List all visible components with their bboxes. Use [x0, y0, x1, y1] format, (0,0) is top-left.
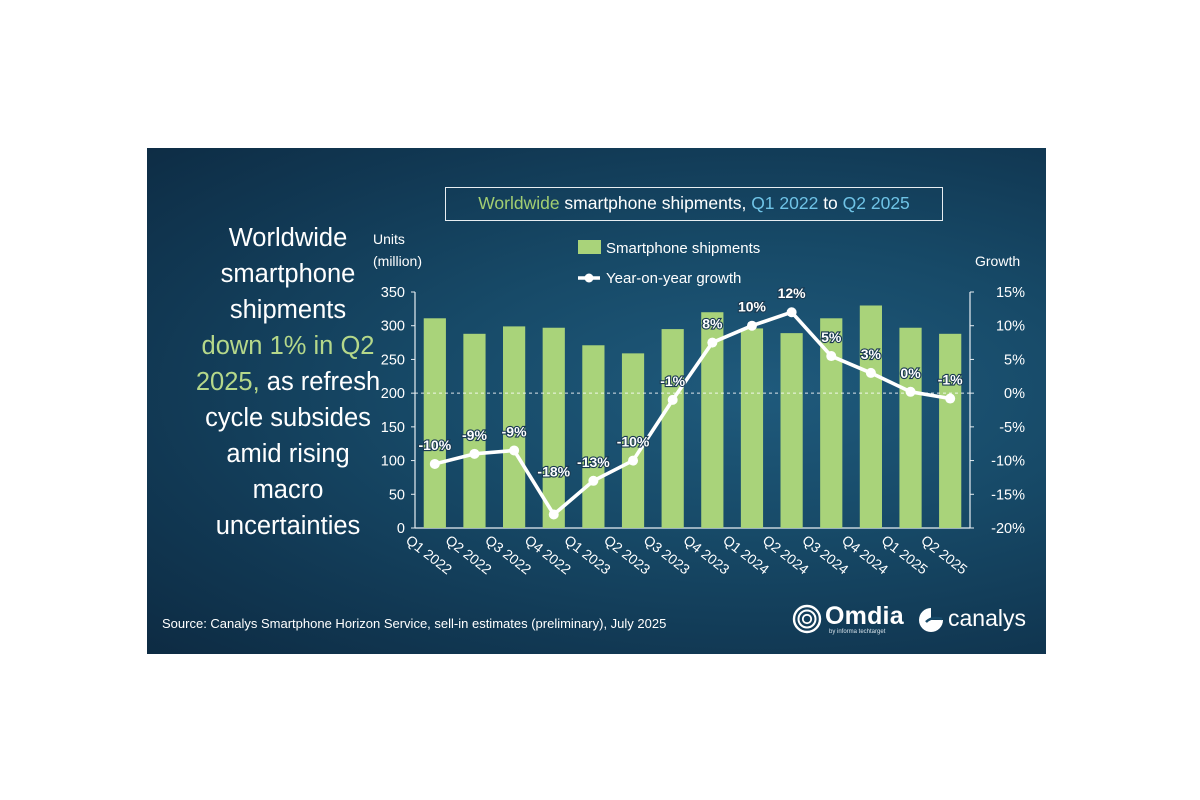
- growth-data-label: -1%: [938, 372, 963, 388]
- headline-line: shipments: [229, 296, 347, 324]
- headline-line: uncertainties: [215, 512, 361, 540]
- left-axis-title: Units: [373, 231, 405, 247]
- growth-point: [865, 367, 876, 378]
- legend-line-marker: [584, 273, 594, 283]
- bar: [463, 333, 486, 528]
- growth-point: [905, 386, 916, 397]
- source-note: Source: Canalys Smartphone Horizon Servi…: [162, 616, 667, 631]
- legend-label: Year-on-year growth: [606, 270, 741, 287]
- growth-data-label: 8%: [702, 316, 723, 332]
- chart-title: Worldwide smartphone shipments, Q1 2022 …: [445, 187, 943, 221]
- bar: [701, 312, 724, 528]
- growth-data-label: 3%: [861, 346, 882, 362]
- bar: [780, 333, 803, 528]
- headline-line: cycle subsides: [205, 404, 371, 432]
- omdia-logo-icon: [792, 604, 822, 634]
- headline-line: amid rising: [226, 440, 350, 468]
- headline-line: macro: [252, 476, 324, 504]
- infographic-panel: Worldwide smartphone shipments down 1% i…: [147, 148, 1046, 654]
- logos: Omdia by informa techtarget canalys: [792, 601, 1037, 641]
- right-axis-title: Growth: [975, 253, 1020, 269]
- growth-data-label: -1%: [660, 373, 685, 389]
- title-part: to: [818, 193, 843, 213]
- shipments-chart: 0 50 100 150 200 250 300 350 -20% -15% -10% -5% 0% 5%…: [373, 231, 1025, 578]
- left-tick-label: 150: [381, 420, 405, 436]
- bar: [899, 327, 922, 528]
- title-part: smartphone shipments,: [559, 193, 752, 213]
- left-tick-label: 200: [381, 386, 405, 402]
- growth-point: [509, 445, 520, 456]
- growth-point: [945, 393, 956, 404]
- headline-text: as refresh: [259, 368, 381, 396]
- right-tick-label: 10%: [996, 319, 1025, 335]
- growth-data-label: 12%: [778, 285, 807, 301]
- left-tick-label: 50: [389, 487, 405, 503]
- bar: [661, 329, 684, 528]
- growth-line: [434, 310, 951, 517]
- headline: Worldwide smartphone shipments down 1% i…: [157, 220, 419, 544]
- growth-point: [548, 509, 559, 520]
- growth-point: [746, 320, 757, 331]
- right-tick-label: -10%: [991, 454, 1025, 470]
- bar: [582, 345, 605, 528]
- bar: [621, 353, 645, 528]
- legend-label: Smartphone shipments: [606, 240, 760, 257]
- growth-data-label: 10%: [738, 299, 767, 315]
- canalys-logo-icon: [919, 608, 943, 632]
- headline-line: 2025, as refresh: [157, 364, 419, 400]
- headline-line: Worldwide: [228, 224, 348, 252]
- growth-point: [786, 307, 797, 318]
- right-tick-label: 0%: [1004, 386, 1025, 402]
- growth-data-label: -9%: [462, 427, 487, 443]
- growth-data-label: -10%: [617, 434, 650, 450]
- right-tick-label: 5%: [1004, 352, 1025, 368]
- left-tick-label: 350: [381, 285, 405, 301]
- growth-data-label: -18%: [537, 464, 570, 480]
- growth-data-label: -9%: [502, 423, 527, 439]
- bar: [503, 326, 526, 528]
- title-part: Worldwide: [478, 193, 560, 213]
- bar: [423, 318, 446, 528]
- omdia-logo-subtitle: by informa techtarget: [829, 629, 886, 635]
- left-tick-label: 300: [381, 319, 405, 335]
- growth-point: [588, 475, 599, 486]
- growth-point: [826, 351, 837, 362]
- left-tick-label: 250: [381, 352, 405, 368]
- bar: [820, 318, 843, 528]
- right-tick-label: -15%: [991, 487, 1025, 503]
- bar: [939, 333, 962, 528]
- growth-data-label: 0%: [900, 365, 921, 381]
- growth-data-label: -10%: [418, 437, 451, 453]
- growth-data-label: 5%: [821, 329, 842, 345]
- right-tick-label: 15%: [996, 285, 1025, 301]
- title-part: Q2 2025: [842, 193, 910, 213]
- left-axis-title: (million): [373, 253, 422, 269]
- growth-point: [667, 394, 678, 405]
- growth-point: [707, 337, 718, 348]
- growth-data-label: -13%: [577, 454, 610, 470]
- left-tick-label: 0: [397, 521, 405, 537]
- omdia-logo: Omdia: [825, 602, 904, 630]
- canalys-logo: canalys: [948, 605, 1026, 631]
- legend-bar-swatch: [578, 240, 601, 254]
- headline-highlight: 2025,: [195, 368, 260, 396]
- growth-point: [429, 458, 440, 469]
- left-tick-label: 100: [381, 454, 405, 470]
- bar: [859, 305, 882, 528]
- headline-line: smartphone: [220, 260, 356, 288]
- bar: [740, 328, 764, 528]
- bar: [542, 327, 565, 528]
- growth-point: [469, 448, 480, 459]
- headline-highlight: down 1% in Q2: [201, 332, 375, 360]
- growth-point: [628, 455, 639, 466]
- right-tick-label: -5%: [999, 420, 1025, 436]
- right-tick-label: -20%: [991, 521, 1025, 537]
- title-part: Q1 2022: [751, 193, 819, 213]
